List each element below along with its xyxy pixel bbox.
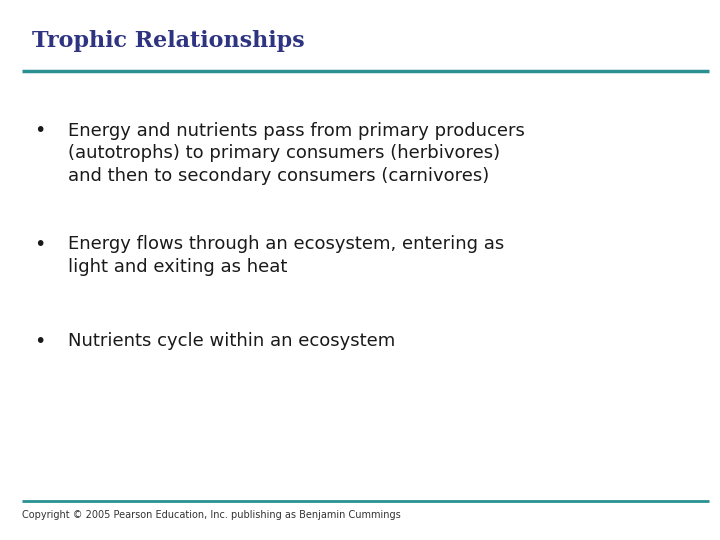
Text: •: • [35, 122, 46, 140]
Text: Energy flows through an ecosystem, entering as
light and exiting as heat: Energy flows through an ecosystem, enter… [68, 235, 505, 276]
Text: Energy and nutrients pass from primary producers
(autotrophs) to primary consume: Energy and nutrients pass from primary p… [68, 122, 526, 185]
Text: Copyright © 2005 Pearson Education, Inc. publishing as Benjamin Cummings: Copyright © 2005 Pearson Education, Inc.… [22, 510, 400, 521]
Text: •: • [35, 332, 46, 351]
Text: Nutrients cycle within an ecosystem: Nutrients cycle within an ecosystem [68, 332, 396, 350]
Text: Trophic Relationships: Trophic Relationships [32, 30, 305, 52]
Text: •: • [35, 235, 46, 254]
